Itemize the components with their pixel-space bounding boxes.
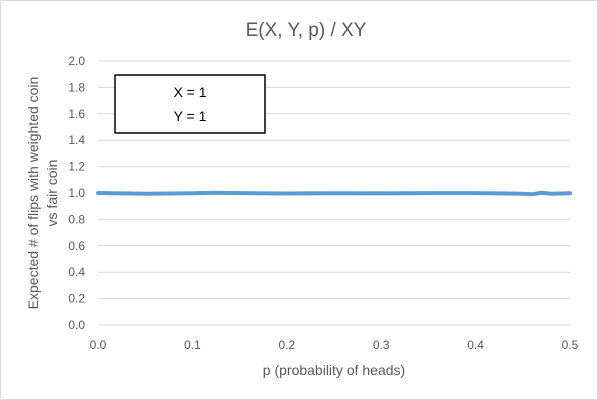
x-tick-label: 0.0 [90, 338, 107, 352]
annotation-x: X = 1 [173, 84, 206, 100]
y-tick-label: 0.4 [68, 265, 85, 279]
annotation-y: Y = 1 [174, 108, 207, 124]
y-tick-label: 0.0 [68, 318, 85, 332]
annotation-box: X = 1 Y = 1 [114, 74, 266, 134]
y-tick-label: 0.2 [68, 292, 85, 306]
y-tick-label: 2.0 [68, 54, 85, 68]
y-tick-label: 0.6 [68, 239, 85, 253]
y-tick-label: 1.0 [68, 186, 85, 200]
series-line [96, 190, 572, 197]
y-tick-labels: 0.0 0.2 0.4 0.6 0.8 1.0 1.2 1.4 1.6 1.8 2.0 [68, 54, 85, 332]
x-tick-label: 0.1 [184, 338, 201, 352]
y-tick-label: 1.8 [68, 80, 85, 94]
x-tick-label: 0.3 [373, 338, 390, 352]
x-axis-title: p (probability of heads) [263, 362, 405, 378]
y-tick-label: 1.6 [68, 107, 85, 121]
y-tick-label: 0.8 [68, 212, 85, 226]
y-axis-title-line1: Expected # of flips with weighted coin [25, 77, 41, 310]
x-tick-label: 0.5 [562, 338, 579, 352]
annotation-frame [114, 74, 266, 134]
series-layer [96, 190, 572, 197]
x-tick-labels: 0.0 0.1 0.2 0.3 0.4 0.5 [90, 338, 579, 352]
y-tick-label: 1.2 [68, 160, 85, 174]
y-axis-title-line2: vs fair coin [44, 160, 60, 227]
chart-title: E(X, Y, p) / XY [246, 20, 367, 41]
x-tick-label: 0.2 [278, 338, 295, 352]
x-tick-label: 0.4 [467, 338, 484, 352]
y-tick-label: 1.4 [68, 133, 85, 147]
